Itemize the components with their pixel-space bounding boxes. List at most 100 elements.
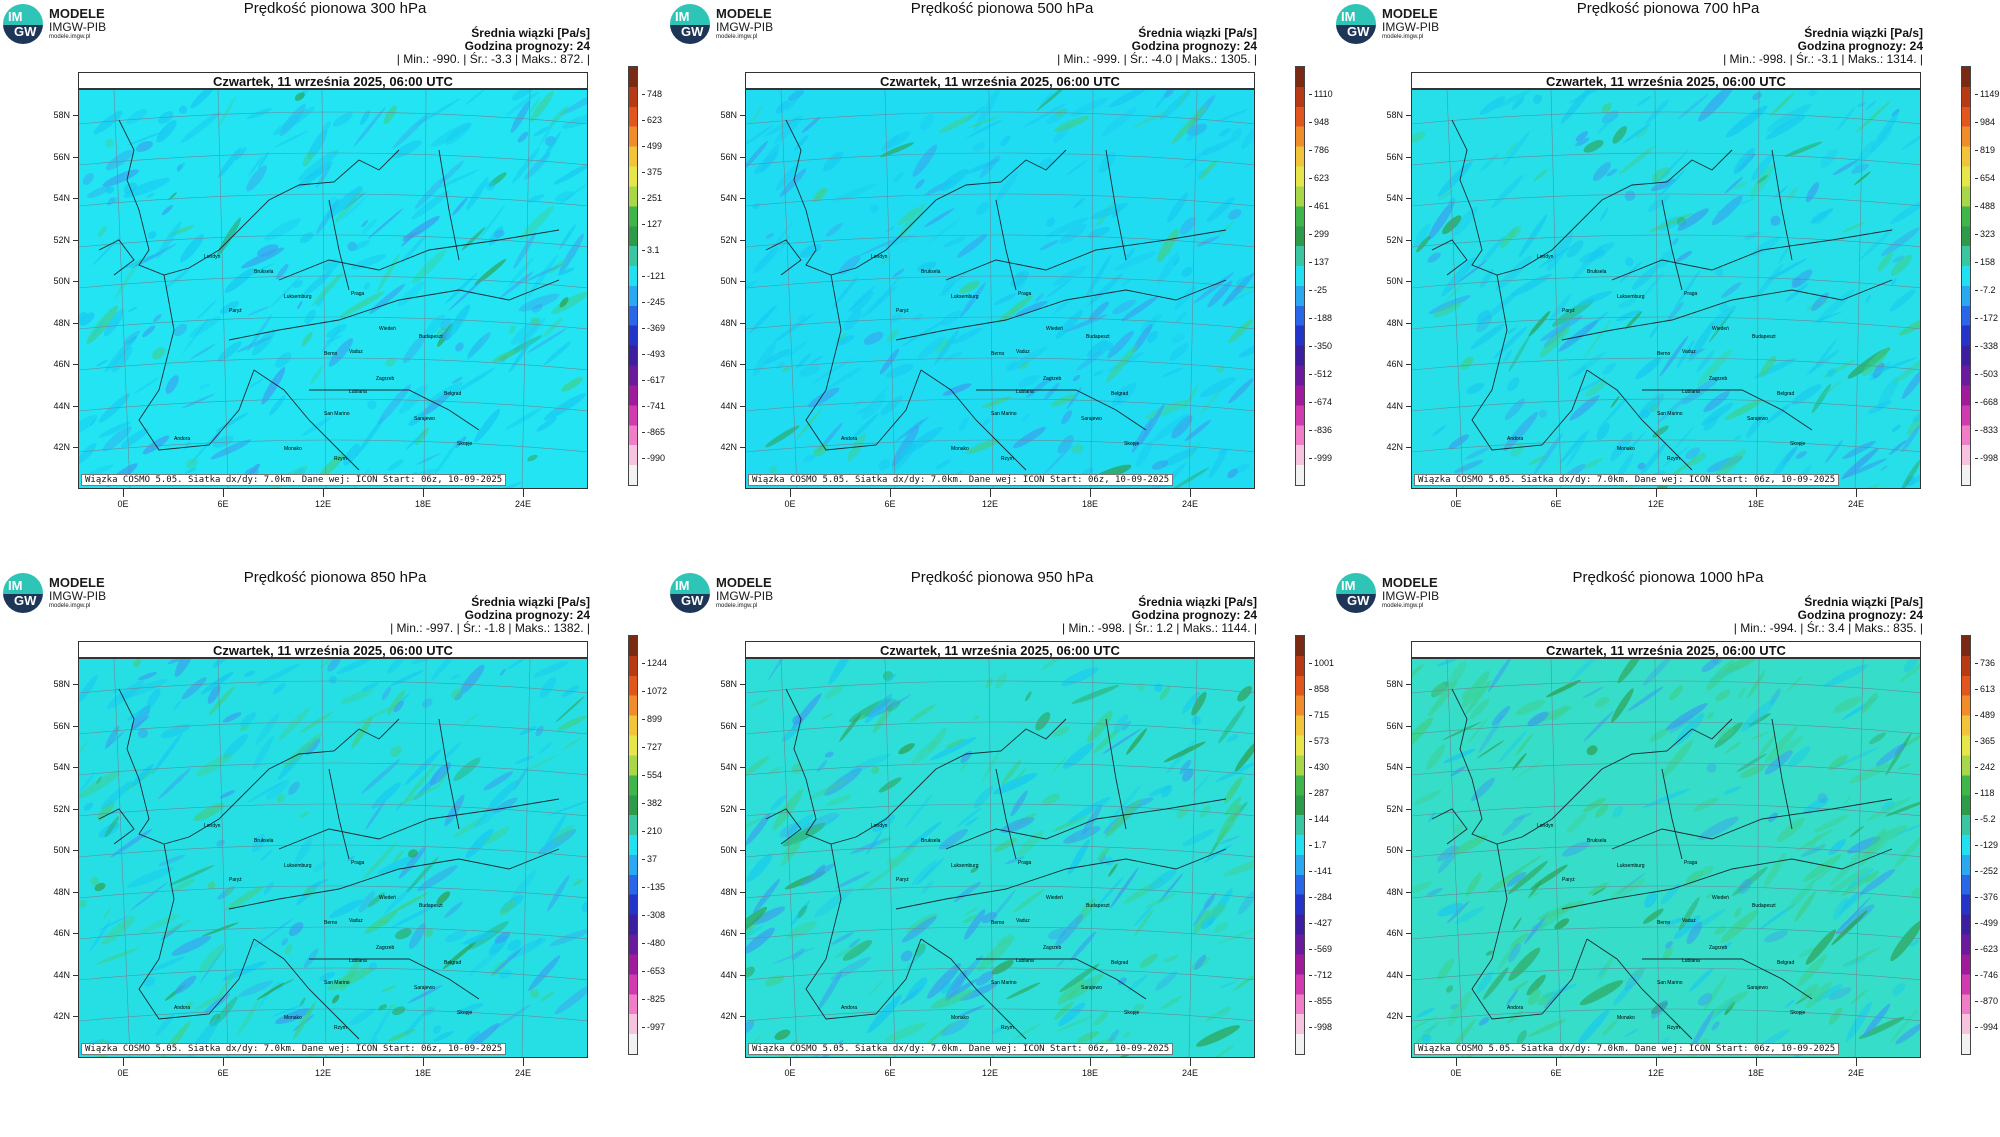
info-box: Średnia wiązki [Pa/s] Godzina prognozy: 2…: [390, 596, 590, 635]
field-streak: [1778, 244, 1791, 265]
field-streak: [1173, 257, 1181, 266]
map-area[interactable]: Londyn Bruksela Luksemburg Paryż Praga Wiedeń…: [78, 658, 588, 1058]
field-streak: [1610, 432, 1633, 462]
field-streak: [766, 766, 783, 775]
border-line: [1771, 149, 1793, 261]
latitude-label: 42N: [53, 442, 70, 452]
map-area[interactable]: Londyn Bruksela Luksemburg Paryż Praga Wiedeń…: [78, 89, 588, 489]
field-streak: [1858, 1016, 1905, 1039]
field-streak: [1059, 223, 1087, 244]
field-streak: [1090, 203, 1129, 220]
field-streak: [1432, 425, 1446, 436]
longitude-label: 0E: [117, 499, 129, 509]
field-streak: [133, 377, 159, 394]
field-streak: [562, 685, 580, 697]
logo-url: modele.imgw.pl: [49, 34, 91, 40]
field-streak: [114, 258, 141, 300]
field-streak: [261, 366, 286, 405]
latitude-label: 42N: [1386, 1011, 1403, 1021]
map-area[interactable]: Londyn Bruksela Luksemburg Paryż Praga Wiedeń…: [1411, 89, 1921, 489]
field-streak: [1191, 691, 1207, 716]
field-streak: [799, 243, 822, 258]
city-label: Londyn: [1537, 823, 1554, 829]
colorbar-tick-label: -121: [642, 271, 665, 281]
field-streak: [746, 140, 769, 170]
field-streak: [563, 737, 582, 750]
field-streak: [312, 272, 343, 307]
field-streak: [1877, 251, 1893, 272]
map-field: LondynBrukselaLuksemburgParyżPragaWiedeń…: [746, 659, 1254, 1057]
longitude-tick: [1856, 1058, 1857, 1066]
colorbar-tick-label: 382: [642, 798, 662, 808]
field-streak: [397, 784, 441, 806]
field-streak: [1854, 483, 1881, 488]
field-streak: [1797, 829, 1833, 851]
latitude-label: 54N: [720, 762, 737, 772]
field-streak: [822, 814, 840, 828]
field-streak: [1527, 711, 1549, 727]
field-streak: [527, 194, 545, 203]
field-streak: [527, 454, 538, 462]
field-streak: [1105, 345, 1138, 383]
field-streak: [1551, 705, 1569, 721]
field-streak: [1842, 440, 1876, 460]
field-streak: [1171, 467, 1210, 488]
field-streak: [746, 756, 770, 779]
map-area[interactable]: Londyn Bruksela Luksemburg Paryż Praga Wiedeń…: [1411, 658, 1921, 1058]
field-streak: [1662, 739, 1693, 778]
longitude-label: 0E: [117, 1068, 129, 1078]
latitude-tick: [1406, 405, 1411, 407]
field-streak: [935, 338, 951, 354]
map-footer-note: Wiązka COSMO 5.05. Siatka dx/dy: 7.0km. …: [1414, 474, 1840, 486]
field-streak: [404, 749, 442, 785]
border-line: [253, 938, 360, 1040]
field-streak: [276, 263, 289, 280]
longitude-axis: 0E 6E 12E 18E 24E: [745, 489, 1255, 509]
field-streak: [1412, 881, 1433, 895]
field-streak: [1437, 845, 1458, 862]
field-streak: [1844, 795, 1852, 804]
field-streak: [181, 393, 216, 409]
border-line: [1661, 768, 1683, 860]
city-label: Belgrad: [1777, 960, 1794, 966]
field-streak: [1725, 741, 1742, 754]
field-streak: [1549, 294, 1571, 321]
field-streak: [248, 463, 261, 476]
longitude-label: 12E: [314, 1068, 332, 1078]
field-streak: [178, 105, 188, 114]
city-label: Paryż: [229, 877, 242, 883]
field-streak: [343, 443, 360, 466]
field-streak: [445, 304, 471, 340]
field-streak: [869, 978, 885, 995]
latitude-line: [746, 439, 1254, 453]
latitude-tick: [1406, 933, 1411, 934]
longitude-line: [1550, 90, 1562, 488]
field-streak: [1880, 465, 1888, 472]
field-streak: [953, 881, 982, 903]
map-area[interactable]: Londyn Bruksela Luksemburg Paryż Praga Wiedeń…: [745, 89, 1255, 489]
latitude-tick: [740, 447, 745, 448]
field-streak: [219, 301, 239, 314]
field-streak: [528, 96, 541, 115]
field-streak: [1715, 689, 1731, 702]
field-streak: [1132, 110, 1169, 129]
field-streak: [1595, 803, 1609, 818]
field-streak: [329, 899, 364, 919]
subtitle: Średnia wiązki [Pa/s]: [471, 595, 590, 609]
field-streak: [1088, 273, 1124, 305]
longitude-tick: [323, 489, 324, 497]
field-streak: [1554, 918, 1570, 930]
field-streak: [1501, 815, 1525, 836]
field-streak: [390, 745, 402, 758]
border-line: [188, 149, 400, 269]
field-streak: [924, 208, 955, 228]
field-streak: [1182, 829, 1215, 847]
field-streak: [1218, 1006, 1232, 1016]
field-streak: [432, 1025, 442, 1034]
field-streak: [1901, 731, 1920, 749]
field-streak: [483, 771, 514, 791]
logo-line-2: IMGW-PIB: [1382, 20, 1440, 34]
field-streak: [367, 208, 404, 239]
map-area[interactable]: Londyn Bruksela Luksemburg Paryż Praga Wiedeń…: [745, 658, 1255, 1058]
latitude-tick: [73, 933, 78, 934]
